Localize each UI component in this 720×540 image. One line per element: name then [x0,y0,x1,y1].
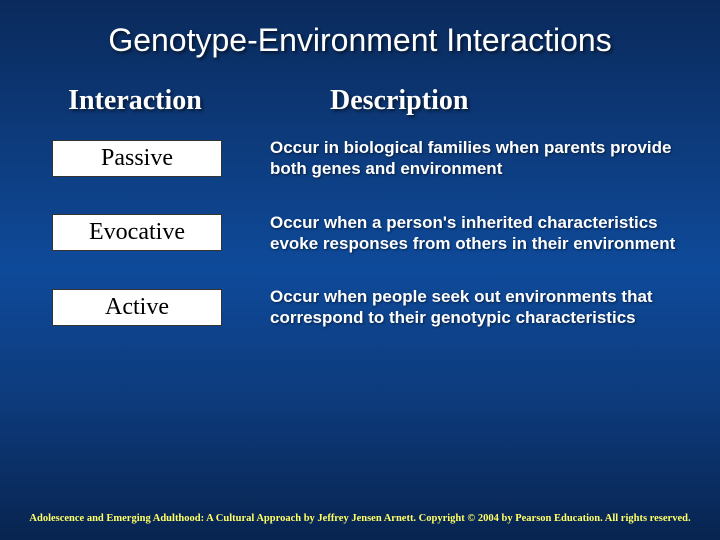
column-headers: Interaction Description [0,67,720,117]
interaction-description: Occur in biological families when parent… [222,137,720,180]
interaction-label-evocative: Evocative [52,214,222,251]
table-row: Passive Occur in biological families whe… [0,137,720,180]
rows-container: Passive Occur in biological families whe… [0,137,720,329]
interaction-description: Occur when people seek out environments … [222,286,720,329]
footer-citation: Adolescence and Emerging Adulthood: A Cu… [0,513,720,524]
interaction-label-passive: Passive [52,140,222,177]
header-description: Description [270,85,720,117]
interaction-description: Occur when a person's inherited characte… [222,212,720,255]
interaction-label-active: Active [52,289,222,326]
table-row: Evocative Occur when a person's inherite… [0,212,720,255]
header-interaction: Interaction [0,85,270,117]
slide-title: Genotype-Environment Interactions [0,0,720,67]
table-row: Active Occur when people seek out enviro… [0,286,720,329]
